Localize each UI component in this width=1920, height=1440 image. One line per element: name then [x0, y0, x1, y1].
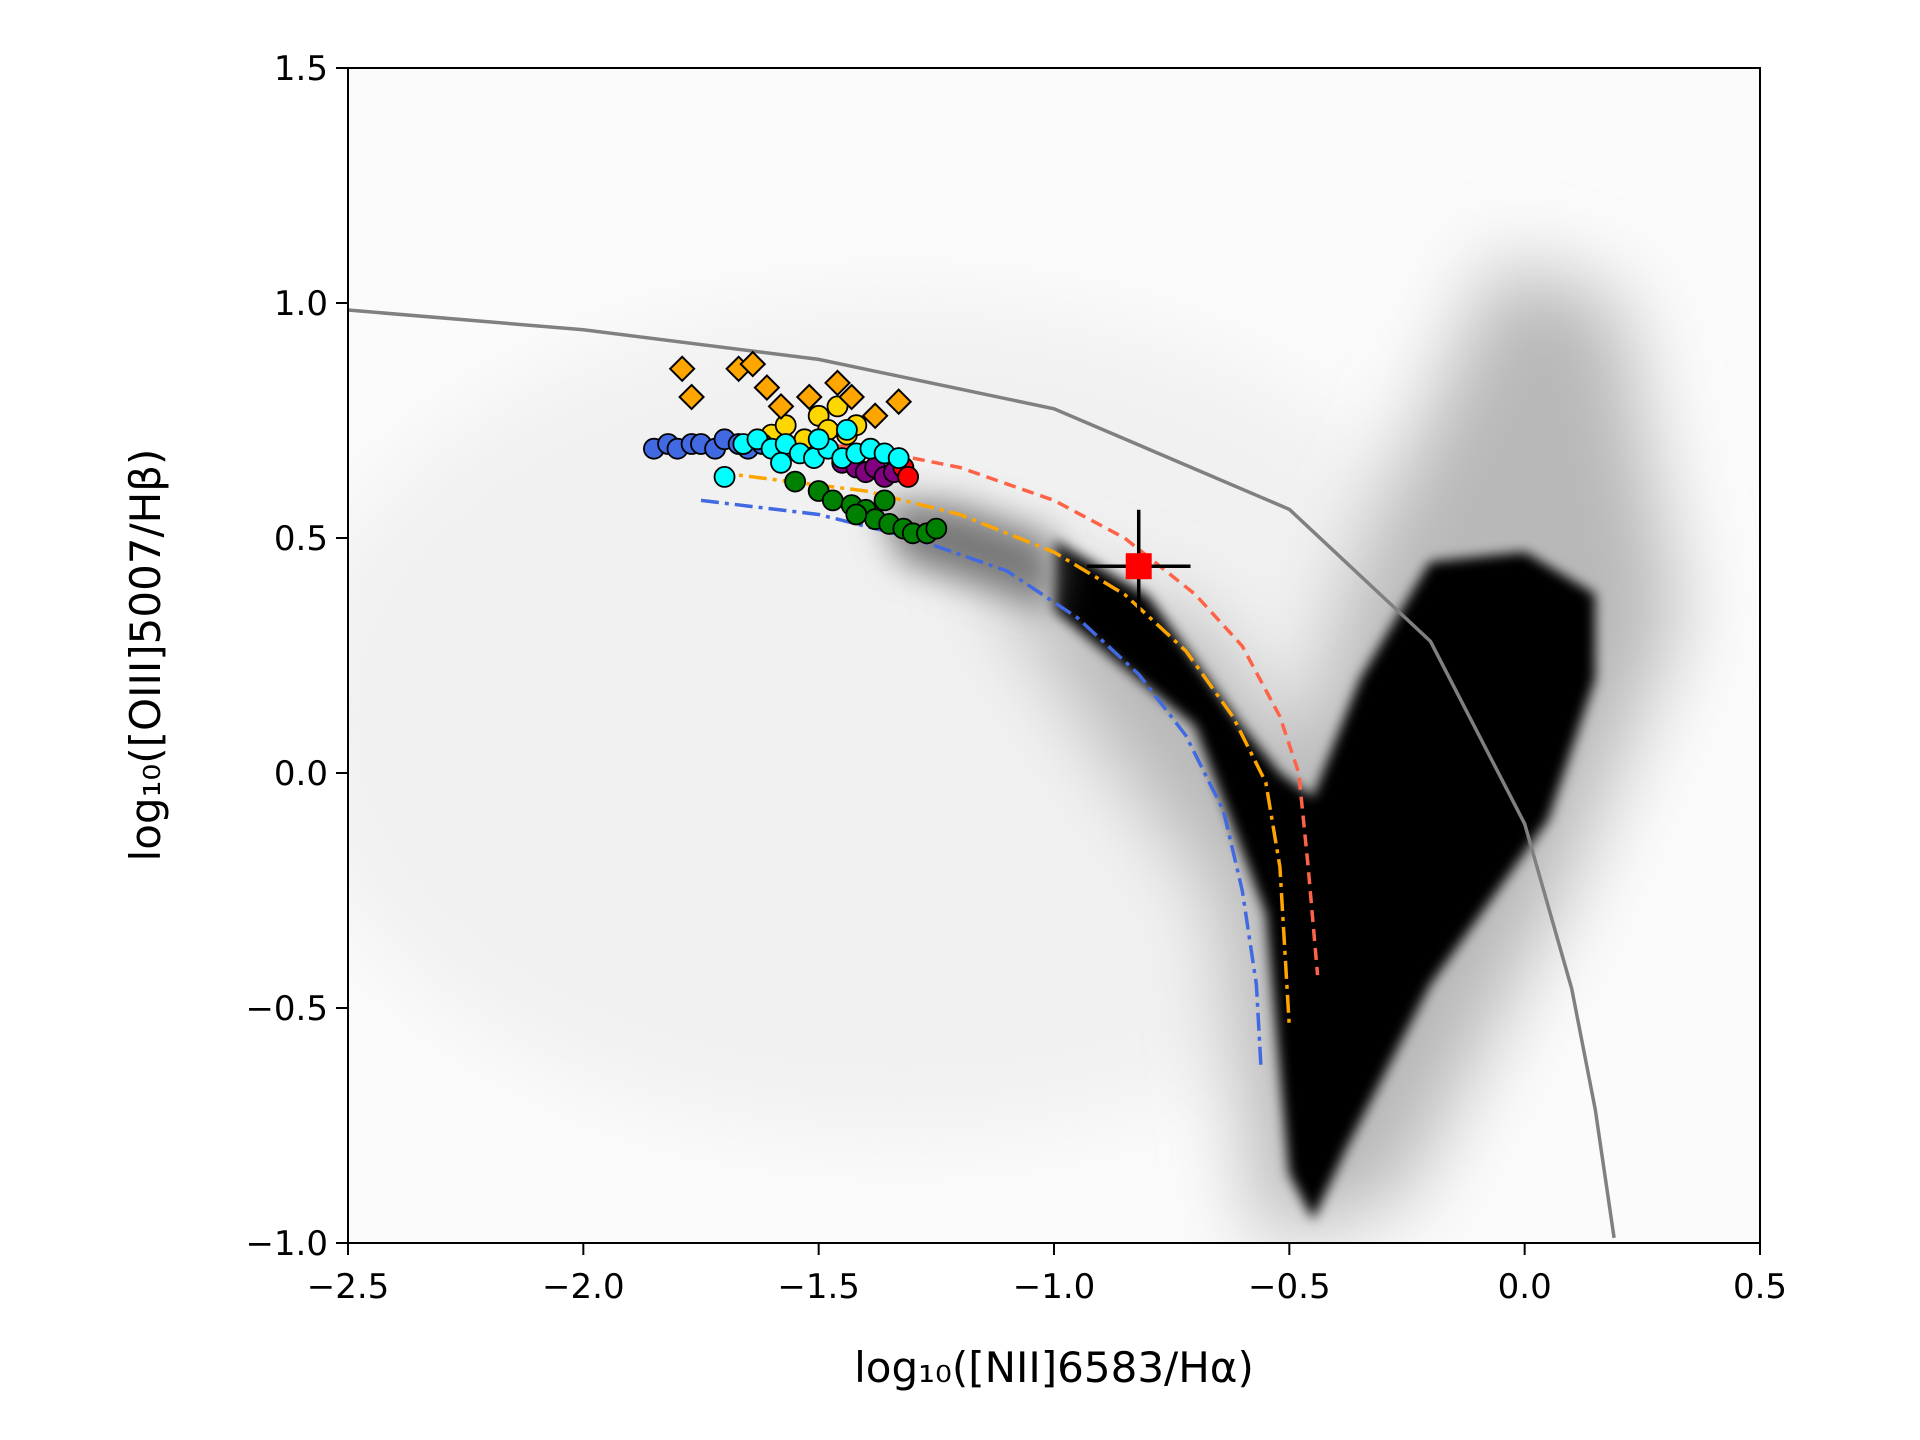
data-point	[668, 355, 696, 383]
x-tick-label: −2.0	[542, 1267, 625, 1307]
model-line	[348, 308, 1616, 1239]
x-tick-label: 0.0	[1498, 1267, 1552, 1307]
data-point	[838, 383, 866, 411]
data-point	[873, 489, 896, 512]
data-point	[1125, 553, 1152, 580]
data-point	[767, 392, 795, 420]
data-point	[824, 369, 851, 397]
y-tick-label: −0.5	[245, 989, 328, 1029]
data-point	[826, 395, 849, 418]
x-tick-label: −0.5	[1248, 1267, 1331, 1307]
x-tick-label: −1.0	[1013, 1267, 1096, 1307]
data-point	[774, 414, 797, 437]
data-point	[713, 465, 736, 488]
y-tick-label: −1.0	[245, 1224, 328, 1264]
data-point	[897, 465, 919, 488]
data-point	[887, 447, 910, 470]
plot-area	[348, 308, 1616, 1239]
data-point	[753, 374, 781, 402]
data-point	[821, 489, 844, 512]
density-halo	[980, 260, 1680, 1243]
data-point	[836, 418, 858, 441]
data-point	[770, 451, 792, 474]
y-tick-label: 0.0	[274, 754, 328, 794]
data-point	[845, 503, 868, 526]
x-tick-label: −2.5	[307, 1267, 390, 1307]
y-tick-label: 1.0	[274, 284, 328, 324]
x-tick-label: −1.5	[777, 1267, 860, 1307]
data-point	[925, 517, 948, 540]
data-point	[784, 470, 807, 493]
data-point	[885, 388, 913, 416]
data-point	[861, 402, 889, 430]
y-axis-label: log₁₀([OIII]5007/Hβ)	[121, 449, 170, 862]
data-point	[678, 383, 706, 411]
model-line	[724, 432, 1320, 976]
x-axis-label: log₁₀([NII]6583/Hα)	[854, 1343, 1254, 1392]
x-tick-label: 0.5	[1733, 1267, 1787, 1307]
density-core	[1054, 540, 1595, 1220]
y-tick-label: 0.5	[274, 519, 328, 559]
data-point	[739, 350, 767, 378]
density-background	[348, 68, 1760, 1243]
y-tick-label: 1.5	[274, 49, 328, 89]
data-point	[807, 428, 830, 451]
data-point	[795, 383, 823, 411]
